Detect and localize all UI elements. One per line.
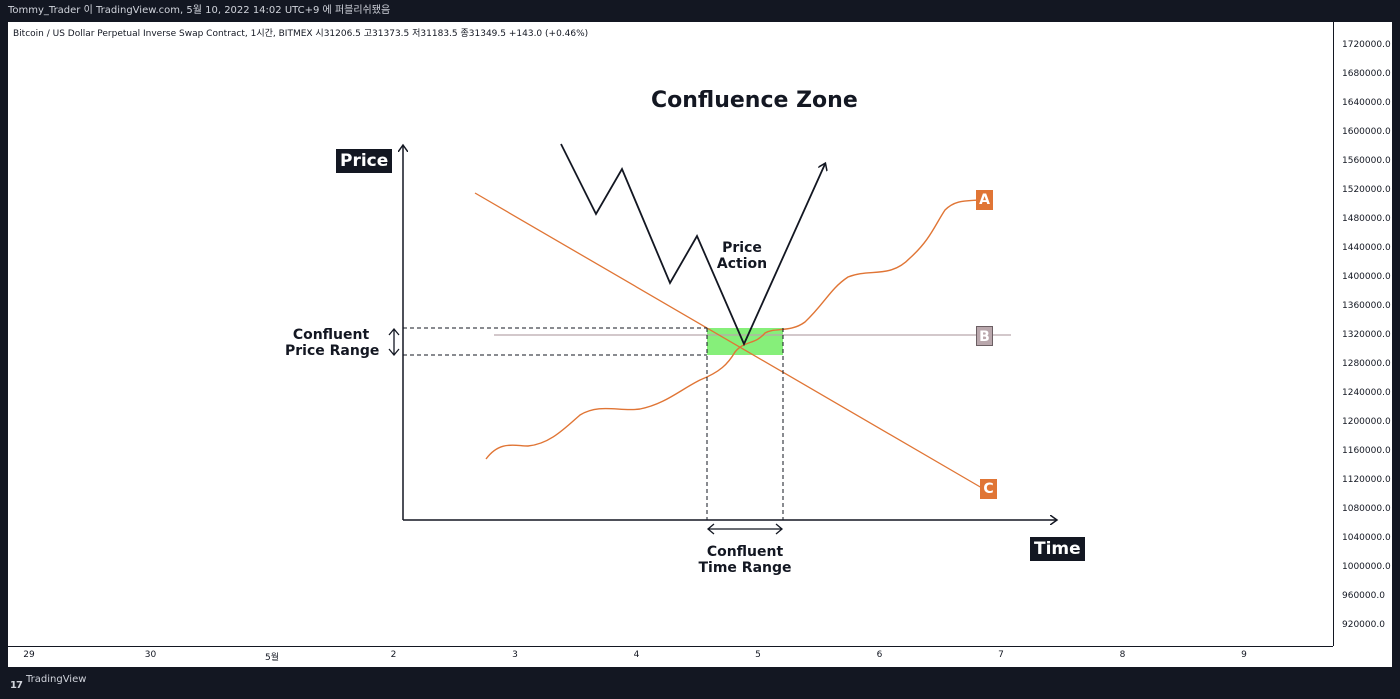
x-axis-label: Time — [1030, 537, 1085, 561]
price-tick-label: 1440000.0 — [1342, 243, 1391, 253]
price-tick-label: 1000000.0 — [1342, 562, 1391, 572]
tradingview-logo-icon: 17 — [10, 680, 23, 691]
price-range-arrow — [388, 327, 400, 357]
price-tick-label: 1560000.0 — [1342, 156, 1391, 166]
price-action-label-line1: Price — [722, 240, 762, 256]
price-tick-label: 1400000.0 — [1342, 272, 1391, 282]
confluent-time-label-line1: Confluent — [706, 544, 784, 560]
time-tick-label: 7 — [998, 650, 1004, 660]
series-a-label: A — [976, 190, 993, 210]
price-tick-label: 1520000.0 — [1342, 185, 1391, 195]
footer-bar: 17 TradingView — [0, 667, 1400, 693]
time-axis[interactable] — [8, 646, 1333, 668]
tradingview-brand: TradingView — [26, 674, 87, 685]
price-tick-label: 1120000.0 — [1342, 475, 1391, 485]
price-tick-label: 1720000.0 — [1342, 40, 1391, 50]
price-tick-label: 1280000.0 — [1342, 359, 1391, 369]
y-axis-label: Price — [336, 149, 393, 173]
time-tick-label: 5월 — [264, 653, 280, 663]
price-tick-label: 1360000.0 — [1342, 301, 1391, 311]
price-tick-label: 1240000.0 — [1342, 388, 1391, 398]
symbol-info: Bitcoin / US Dollar Perpetual Inverse Sw… — [13, 29, 589, 39]
price-tick-label: 1200000.0 — [1342, 417, 1391, 427]
price-action-label: Price Action — [712, 240, 772, 272]
price-tick-label: 1640000.0 — [1342, 98, 1391, 108]
price-tick-label: 1480000.0 — [1342, 214, 1391, 224]
series-a-curve — [485, 199, 981, 460]
guide-lines — [403, 327, 784, 520]
chart-frame[interactable] — [8, 22, 1392, 667]
time-tick-label: 9 — [1241, 650, 1247, 660]
publisher-text: Tommy_Trader 이 TradingView.com, 5월 10, 2… — [8, 5, 391, 16]
time-tick-label: 5 — [755, 650, 761, 660]
time-tick-label: 29 — [23, 650, 35, 660]
publisher-bar: Tommy_Trader 이 TradingView.com, 5월 10, 2… — [0, 0, 1400, 22]
series-b-label: B — [976, 326, 993, 346]
time-range-arrow — [706, 523, 784, 535]
chart-title: Confluence Zone — [651, 88, 858, 113]
time-tick-label: 8 — [1119, 650, 1126, 660]
confluent-time-label: Confluent Time Range — [698, 544, 792, 576]
confluent-price-label-line2: Price Range — [285, 343, 380, 359]
confluent-price-label-line1: Confluent — [292, 327, 370, 343]
confluent-time-label-line2: Time Range — [698, 560, 792, 576]
time-tick-label: 2 — [390, 650, 397, 660]
confluent-price-label: Confluent Price Range — [285, 327, 380, 359]
price-tick-label: 1040000.0 — [1342, 533, 1391, 543]
time-tick-label: 4 — [633, 650, 640, 660]
price-tick-label: 1680000.0 — [1342, 69, 1391, 79]
price-scale[interactable] — [1333, 22, 1393, 646]
series-c-line — [474, 192, 983, 489]
price-tick-label: 1600000.0 — [1342, 127, 1391, 137]
price-action-label-line2: Action — [716, 256, 768, 272]
price-tick-label: 1160000.0 — [1342, 446, 1391, 456]
price-tick-label: 1080000.0 — [1342, 504, 1391, 514]
price-tick-label: 1320000.0 — [1342, 330, 1391, 340]
price-tick-label: 920000.0 — [1342, 620, 1385, 630]
series-c-label: C — [980, 479, 997, 499]
price-action-line — [560, 143, 825, 347]
price-tick-label: 960000.0 — [1342, 591, 1385, 601]
time-tick-label: 3 — [512, 650, 518, 660]
time-tick-label: 30 — [144, 650, 157, 660]
time-tick-label: 6 — [876, 650, 883, 660]
